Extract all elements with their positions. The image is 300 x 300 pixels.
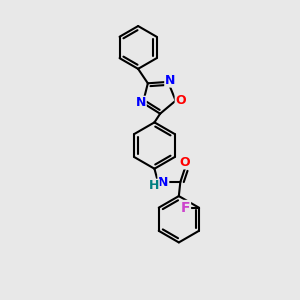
Text: O: O	[176, 94, 186, 107]
Text: N: N	[136, 97, 146, 110]
Text: O: O	[179, 156, 190, 169]
Text: N: N	[158, 176, 169, 189]
Text: F: F	[181, 201, 190, 215]
Text: N: N	[165, 74, 175, 87]
Text: H: H	[149, 179, 159, 193]
